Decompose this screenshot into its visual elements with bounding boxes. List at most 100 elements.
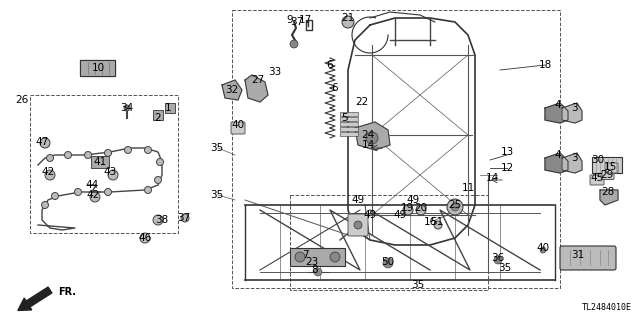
Bar <box>340 127 358 131</box>
Polygon shape <box>545 153 568 173</box>
Circle shape <box>416 205 426 215</box>
Text: 11: 11 <box>461 183 475 193</box>
Circle shape <box>290 40 298 48</box>
Text: 17: 17 <box>298 15 312 25</box>
Bar <box>340 112 358 116</box>
Circle shape <box>403 205 413 215</box>
Bar <box>340 122 358 126</box>
FancyArrow shape <box>18 287 52 310</box>
Text: 45: 45 <box>590 173 604 183</box>
Text: 1: 1 <box>164 103 172 113</box>
Text: 37: 37 <box>291 17 303 27</box>
Circle shape <box>124 105 130 111</box>
Text: 35: 35 <box>412 280 424 290</box>
Text: 14: 14 <box>362 140 374 150</box>
Text: 20: 20 <box>415 203 428 213</box>
Text: 42: 42 <box>42 167 54 177</box>
Circle shape <box>84 151 92 158</box>
Text: 42: 42 <box>86 190 100 200</box>
FancyBboxPatch shape <box>231 122 245 134</box>
Text: 9: 9 <box>287 15 293 25</box>
Text: 41: 41 <box>93 157 107 167</box>
Circle shape <box>47 155 54 162</box>
Bar <box>340 117 358 121</box>
Text: FR.: FR. <box>58 287 76 297</box>
Text: 40: 40 <box>536 243 550 253</box>
Text: 44: 44 <box>85 180 99 190</box>
Text: 13: 13 <box>500 147 514 157</box>
Circle shape <box>354 221 362 229</box>
Text: 50: 50 <box>381 257 395 267</box>
Polygon shape <box>80 60 115 76</box>
FancyBboxPatch shape <box>602 171 614 180</box>
Circle shape <box>330 252 340 262</box>
Polygon shape <box>355 122 390 150</box>
Circle shape <box>314 268 322 276</box>
Circle shape <box>342 16 354 28</box>
Text: 47: 47 <box>35 137 49 147</box>
Text: 18: 18 <box>538 60 552 70</box>
Circle shape <box>145 147 152 154</box>
Circle shape <box>90 192 100 202</box>
Circle shape <box>74 188 81 196</box>
Text: TL2484010E: TL2484010E <box>582 303 632 312</box>
Circle shape <box>140 233 150 243</box>
Circle shape <box>154 177 161 183</box>
Circle shape <box>45 170 55 180</box>
Bar <box>153 110 163 120</box>
Circle shape <box>125 147 131 154</box>
Text: 4: 4 <box>555 150 561 160</box>
Text: 25: 25 <box>449 200 461 210</box>
Text: 32: 32 <box>225 85 239 95</box>
Text: 6: 6 <box>326 60 333 70</box>
Circle shape <box>451 203 459 211</box>
Circle shape <box>104 149 111 156</box>
Circle shape <box>181 214 189 222</box>
Text: 40: 40 <box>232 120 244 130</box>
Circle shape <box>383 258 393 268</box>
Polygon shape <box>245 75 268 102</box>
FancyBboxPatch shape <box>590 175 604 185</box>
Text: 22: 22 <box>355 97 369 107</box>
Text: 35: 35 <box>211 190 223 200</box>
Circle shape <box>157 158 163 165</box>
Text: 49: 49 <box>364 210 376 220</box>
Text: 35: 35 <box>499 263 511 273</box>
Text: 34: 34 <box>120 103 134 113</box>
Text: 31: 31 <box>572 250 584 260</box>
Text: 33: 33 <box>268 67 282 77</box>
Circle shape <box>494 256 502 264</box>
Bar <box>290 195 488 290</box>
Text: 35: 35 <box>211 143 223 153</box>
Bar <box>592 157 622 173</box>
Circle shape <box>153 215 163 225</box>
Text: 51: 51 <box>430 217 444 227</box>
Polygon shape <box>600 190 618 205</box>
Bar <box>232 10 560 288</box>
Text: 2: 2 <box>155 113 161 123</box>
Text: 49: 49 <box>351 195 365 205</box>
Text: 10: 10 <box>92 63 104 73</box>
Text: 26: 26 <box>15 95 29 105</box>
Circle shape <box>145 187 152 194</box>
Text: 6: 6 <box>332 83 339 93</box>
Text: 19: 19 <box>401 203 413 213</box>
Text: 3: 3 <box>571 103 577 113</box>
FancyBboxPatch shape <box>348 214 368 236</box>
Polygon shape <box>222 80 242 100</box>
Text: 49: 49 <box>394 210 406 220</box>
Circle shape <box>108 170 118 180</box>
Circle shape <box>540 247 546 253</box>
Circle shape <box>104 188 111 196</box>
Text: 46: 46 <box>138 233 152 243</box>
Text: 14: 14 <box>485 173 499 183</box>
Circle shape <box>295 252 305 262</box>
Circle shape <box>42 202 49 209</box>
Circle shape <box>40 138 50 148</box>
Circle shape <box>65 151 72 158</box>
Text: 28: 28 <box>602 187 614 197</box>
Text: 5: 5 <box>342 113 348 123</box>
Text: 16: 16 <box>424 217 436 227</box>
Text: 21: 21 <box>341 13 355 23</box>
Text: 27: 27 <box>252 75 264 85</box>
